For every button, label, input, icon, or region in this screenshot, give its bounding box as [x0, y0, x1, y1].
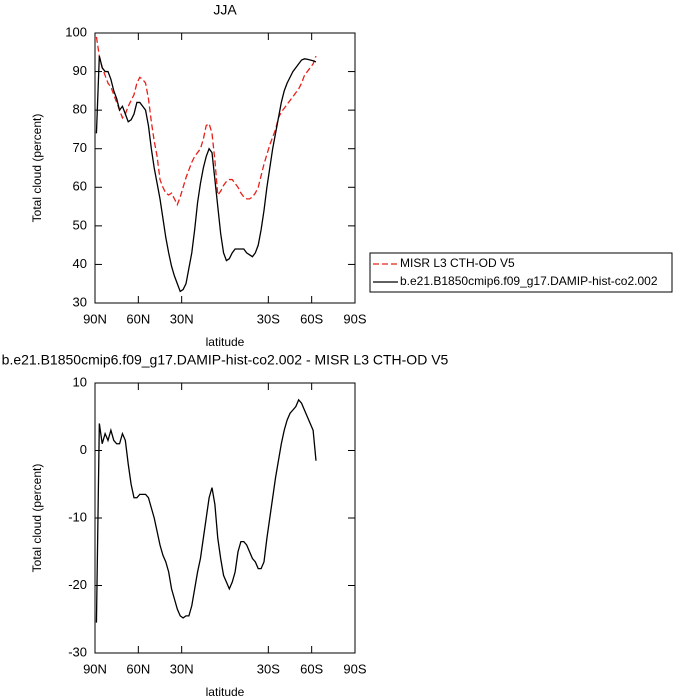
plot-frame: [94, 382, 356, 654]
y-axis-label: Total cloud (percent): [30, 464, 44, 573]
y-tick-label: 100: [65, 24, 87, 39]
y-tick-label: 10: [73, 374, 87, 389]
x-tick-label: 60S: [300, 311, 323, 326]
legend-label: b.e21.B1850cmip6.f09_g17.DAMIP-hist-co2.…: [400, 274, 658, 288]
y-tick-label: 0: [80, 442, 87, 457]
x-tick-label: 90S: [343, 661, 366, 676]
y-tick-label: -10: [68, 509, 87, 524]
x-tick-label: 90N: [83, 311, 107, 326]
data-line: [95, 55, 317, 293]
x-tick-label: 30S: [257, 311, 280, 326]
y-tick-label: 70: [73, 140, 87, 155]
y-tick-label: 50: [73, 217, 87, 232]
x-tick-label: 30N: [170, 661, 194, 676]
y-tick-label: -20: [68, 577, 87, 592]
x-axis-label: latitude: [206, 685, 245, 699]
x-tick-label: 60N: [126, 661, 150, 676]
y-tick-label: 90: [73, 63, 87, 78]
x-tick-label: 90N: [83, 661, 107, 676]
x-axis-label: latitude: [206, 335, 245, 349]
x-tick-label: 60S: [300, 661, 323, 676]
y-axis-label: Total cloud (percent): [30, 114, 44, 223]
y-tick-label: 80: [73, 102, 87, 117]
x-tick-label: 60N: [126, 311, 150, 326]
plot-frame: [94, 32, 356, 304]
data-line: [95, 398, 317, 623]
x-tick-label: 30S: [257, 661, 280, 676]
x-tick-label: 30N: [170, 311, 194, 326]
y-tick-label: -30: [68, 644, 87, 659]
legend-box: [369, 252, 673, 293]
y-tick-label: 60: [73, 179, 87, 194]
y-tick-label: 30: [73, 294, 87, 309]
chart-title: JJA: [213, 2, 237, 18]
x-tick-label: 90S: [343, 311, 366, 326]
y-tick-label: 40: [73, 256, 87, 271]
chart-title: b.e21.B1850cmip6.f09_g17.DAMIP-hist-co2.…: [2, 352, 449, 368]
legend-label: MISR L3 CTH-OD V5: [400, 256, 515, 270]
